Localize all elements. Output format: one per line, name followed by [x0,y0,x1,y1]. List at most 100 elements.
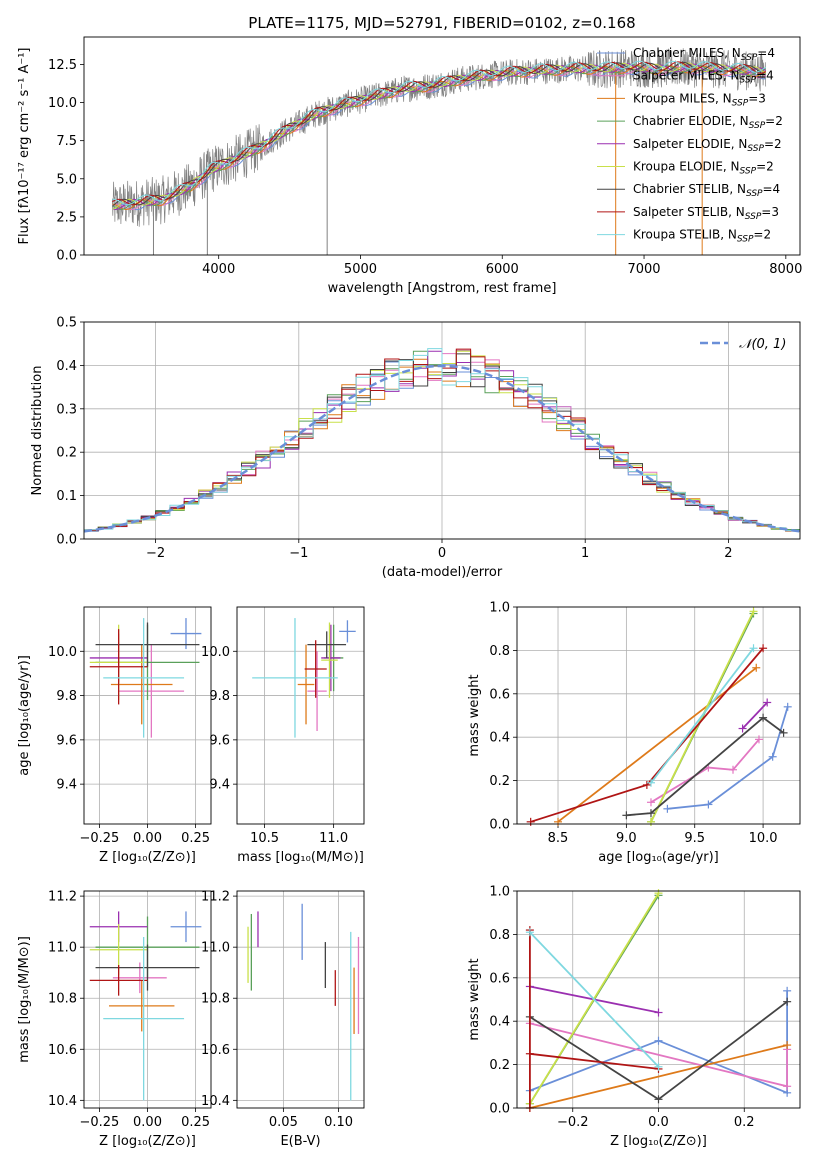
residuals-ytick-label: 0.5 [56,316,77,331]
weight_vs_Z-ytick-label: 0.6 [489,971,510,986]
errorbar-2 [297,644,315,725]
legend-label: Salpeter STELIB, NSSP=3 [633,205,779,222]
model-line-8 [112,60,766,206]
mass_vs_Z-xlabel: Z [log₁₀(Z/Z⊙)] [99,1134,196,1149]
age_vs_Z-ytick-label: 9.4 [56,778,77,793]
errorbar-1 [118,644,185,738]
weight-marker-7 [525,1049,534,1058]
age_vs_Z-xtick-label: −0.25 [79,831,119,846]
weight_vs_Z-ytick-label: 1.0 [489,885,510,900]
age_vs_Z-frame [83,606,212,825]
errorbar-2 [109,980,175,1032]
errorbar-0 [170,911,202,943]
weight_vs_age-ytick-label: 1.0 [489,601,510,616]
weight-marker-8 [525,928,534,937]
weight_vs_Z-frame [516,890,801,1109]
mass_vs_Z-ytick-label: 10.6 [48,1043,77,1058]
spectrum-ytick-label: 5.0 [56,172,77,187]
age_vs_Z-xtick-label: 0.25 [181,831,210,846]
legend-entry: Kroupa MILES, NSSP=3 [597,91,766,108]
weight-marker-6 [779,728,788,737]
weight-marker-6 [783,997,792,1006]
errorbar-7 [89,965,148,996]
weight_vs_Z-ytick-label: 0.8 [489,928,510,943]
residuals-xlabel: (data-model)/error [382,565,503,580]
age_vs_Z-xtick-label: 0.00 [133,831,162,846]
legend-nssp: =4 [756,69,774,83]
weight-marker-2 [783,1041,792,1050]
model-line-5 [112,62,766,210]
age_vs_Z-ytick-label: 9.8 [56,689,77,704]
weight-line-7 [530,647,764,823]
mass_vs_ebv-ytick-label: 10.4 [201,1094,230,1109]
legend-nssp: =2 [753,228,771,242]
residuals-frame [83,321,801,540]
weight_vs_age-ytick-label: 0.8 [489,644,510,659]
weight_vs_Z-xtick-label: 0.0 [648,1115,669,1130]
figure-title: PLATE=1175, MJD=52791, FIBERID=0102, z=0… [248,14,635,32]
mass_vs_Z-axes: −0.25 0.00 0.25 10.4 10.6 10.8 11.0 11.2 [48,890,211,1130]
legend-sub: SSP [740,76,757,86]
spectrum-xtick-label: 8000 [769,262,802,277]
legend-entry: Salpeter STELIB, NSSP=3 [597,205,779,222]
errorbar-1 [307,651,327,731]
weight_vs_age-xtick-label: 9.0 [616,831,637,846]
weight-marker-0 [704,800,713,809]
spectrum-ytick-label: 12.5 [48,58,77,73]
age_vs_Z-xlabel: Z [log₁₀(Z/Z⊙)] [99,850,196,865]
spectrum-ylabel: Flux [fλ10⁻¹⁷ erg cm⁻² s⁻¹ A⁻¹] [17,48,32,245]
legend-entry: Chabrier MILES, NSSP=4 [597,46,775,63]
age_vs_mass-ytick-label: 9.8 [209,689,230,704]
errorbar-6 [95,944,200,991]
mass_vs_Z-ytick-label: 10.8 [48,992,77,1007]
mass_vs_Z-ytick-label: 11.2 [48,890,77,905]
weight-line-2 [529,1044,788,1108]
weight-line-7 [529,930,659,1108]
errorbar-2 [110,644,173,725]
errorbar-6 [95,622,200,667]
weight_vs_Z-xlabel: Z [log₁₀(Z/Z⊙)] [610,1134,707,1149]
weight_vs_age-axes: 8.5 9.0 9.5 10.0 0.0 0.2 0.4 0.6 0.8 1.0 [489,601,800,846]
errorbar-0 [170,618,202,650]
age_vs_mass-ytick-label: 9.4 [209,778,230,793]
mass_vs_ebv-ytick-label: 11.0 [201,941,230,956]
age_vs_mass-axes: 10.5 11.0 9.4 9.6 9.8 10.0 [201,607,364,846]
legend-sub: SSP [749,121,766,131]
mass_vs_Z-xtick-label: 0.25 [181,1115,210,1130]
legend-label: Chabrier STELIB, NSSP=4 [633,182,780,199]
legend-label: Chabrier MILES, NSSP=4 [633,46,775,63]
errorbar-4 [321,624,341,692]
spectrum-xtick-label: 6000 [486,262,519,277]
mass_vs_ebv-xtick-label: 0.05 [269,1115,298,1130]
age_vs_mass-ytick-label: 9.6 [209,733,230,748]
model-line-6 [112,61,766,207]
weight_vs_age-ytick-label: 0.2 [489,774,510,789]
weight_vs_age-ytick-label: 0.6 [489,687,510,702]
weight-marker-6 [759,713,768,722]
legend-entry: Chabrier STELIB, NSSP=4 [597,182,780,199]
legend-label: Chabrier ELODIE, NSSP=2 [633,114,783,131]
residuals-ytick-label: 0.2 [56,446,77,461]
legend-nssp: =4 [757,46,775,60]
weight_vs_Z-ylabel: mass weight [467,958,482,1040]
residuals-ytick-label: 0.1 [56,489,77,504]
residuals-ytick-label: 0.3 [56,402,77,417]
legend-entry: Kroupa STELIB, NSSP=2 [597,228,771,245]
weight_vs_Z-ytick-label: 0.2 [489,1058,510,1073]
legend-nssp: =2 [765,114,783,128]
legend-label: Kroupa STELIB, NSSP=2 [633,228,771,245]
weight-marker-7 [759,644,768,653]
weight_vs_age-xtick-label: 10.0 [749,831,778,846]
legend-sub: SSP [747,144,764,154]
spectrum-axes: 4000 5000 6000 7000 8000 0.0 2.5 5.0 7.5 10.0 12.5 [48,58,802,277]
legend-nssp: =2 [764,137,782,151]
age_vs_mass-xtick-label: 11.0 [319,831,348,846]
weight-marker-5 [749,607,758,616]
weight-line-8 [529,931,660,1068]
weight-line-6 [626,716,785,817]
age_vs_mass-xtick-label: 10.5 [250,831,279,846]
weight-marker-6 [622,811,631,820]
age_vs_mass-xlabel: mass [log₁₀(M/M⊙)] [237,850,364,865]
legend-sub: SSP [746,189,763,199]
